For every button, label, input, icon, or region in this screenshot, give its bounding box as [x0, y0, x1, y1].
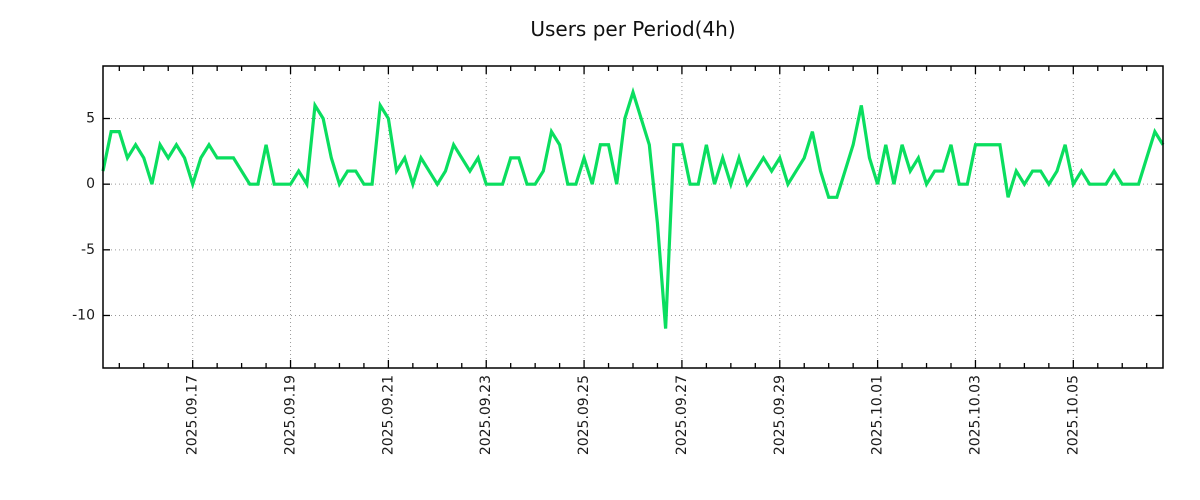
series-layer [101, 86, 1165, 329]
x-axis-label: 2025.10.01 [870, 375, 886, 455]
plot-frame [102, 65, 1164, 369]
x-axis-label: 2025.09.25 [576, 375, 592, 455]
grid-layer [103, 66, 1163, 368]
axis-label-layer: 5 0 -5 -10 2025.09.17 2025.09.19 2025.09.21 202… [72, 111, 1081, 456]
y-axis-label: -5 [81, 242, 95, 258]
x-axis-label: 2025.09.29 [772, 375, 788, 455]
y-axis-label: 5 [86, 111, 95, 127]
x-axis-label: 2025.10.03 [967, 375, 983, 455]
chart-title: Users per Period(4h) [530, 17, 735, 41]
y-axis-label: -10 [72, 307, 95, 323]
plot-border [102, 65, 1164, 369]
users-series-line [101, 86, 1165, 329]
x-axis-label: 2025.09.21 [380, 375, 396, 455]
y-axis-label: 0 [86, 176, 95, 192]
x-axis-label: 2025.09.19 [283, 375, 299, 455]
x-axis-label: 2025.09.27 [674, 375, 690, 455]
x-axis-label: 2025.09.23 [478, 375, 494, 455]
tick-layer [103, 66, 1163, 368]
x-axis-label: 2025.10.05 [1065, 375, 1081, 455]
x-axis-label: 2025.09.17 [185, 375, 201, 455]
